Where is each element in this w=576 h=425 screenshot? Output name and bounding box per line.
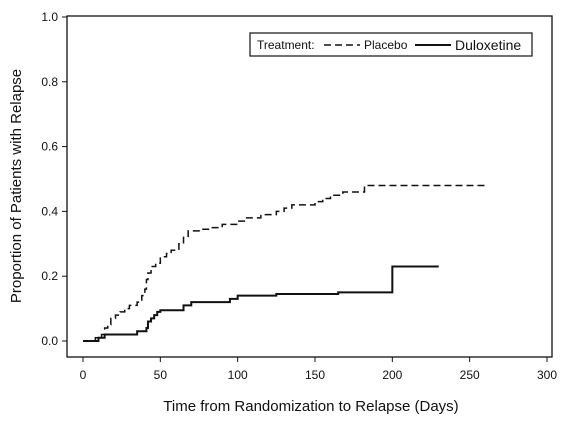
y-tick-label: 0.8 xyxy=(41,75,58,89)
x-axis-title: Time from Randomization to Relapse (Days… xyxy=(163,398,458,415)
x-tick-label: 50 xyxy=(154,368,168,382)
legend-box xyxy=(249,32,533,57)
series-line-placebo xyxy=(83,184,486,342)
legend-title: Treatment: xyxy=(257,38,315,52)
y-axis-ticks: 0.0 0.2 0.4 0.6 0.8 1.0 xyxy=(41,10,67,348)
legend-duloxetine-label: Duloxetine xyxy=(455,37,521,53)
legend: Treatment: Placebo Duloxetine xyxy=(249,32,533,57)
plot-frame xyxy=(66,15,553,358)
x-axis-ticks: 0 50 100 150 200 250 300 xyxy=(80,357,557,382)
x-tick-label: 250 xyxy=(460,368,480,382)
y-tick-label: 0.2 xyxy=(41,269,58,283)
y-tick-label: 0.0 xyxy=(41,334,58,348)
y-tick-label: 1.0 xyxy=(41,10,58,24)
y-axis-title: Proportion of Patients with Relapse xyxy=(8,69,25,303)
x-tick-label: 200 xyxy=(382,368,402,382)
legend-placebo-label: Placebo xyxy=(364,38,408,52)
x-tick-label: 0 xyxy=(80,368,87,382)
y-tick-label: 0.6 xyxy=(41,140,58,154)
x-tick-label: 300 xyxy=(537,368,557,382)
y-tick-label: 0.4 xyxy=(41,204,58,218)
x-tick-label: 100 xyxy=(228,368,248,382)
series-line-duloxetine xyxy=(83,265,439,342)
series-layer xyxy=(83,184,486,342)
x-tick-label: 150 xyxy=(305,368,325,382)
